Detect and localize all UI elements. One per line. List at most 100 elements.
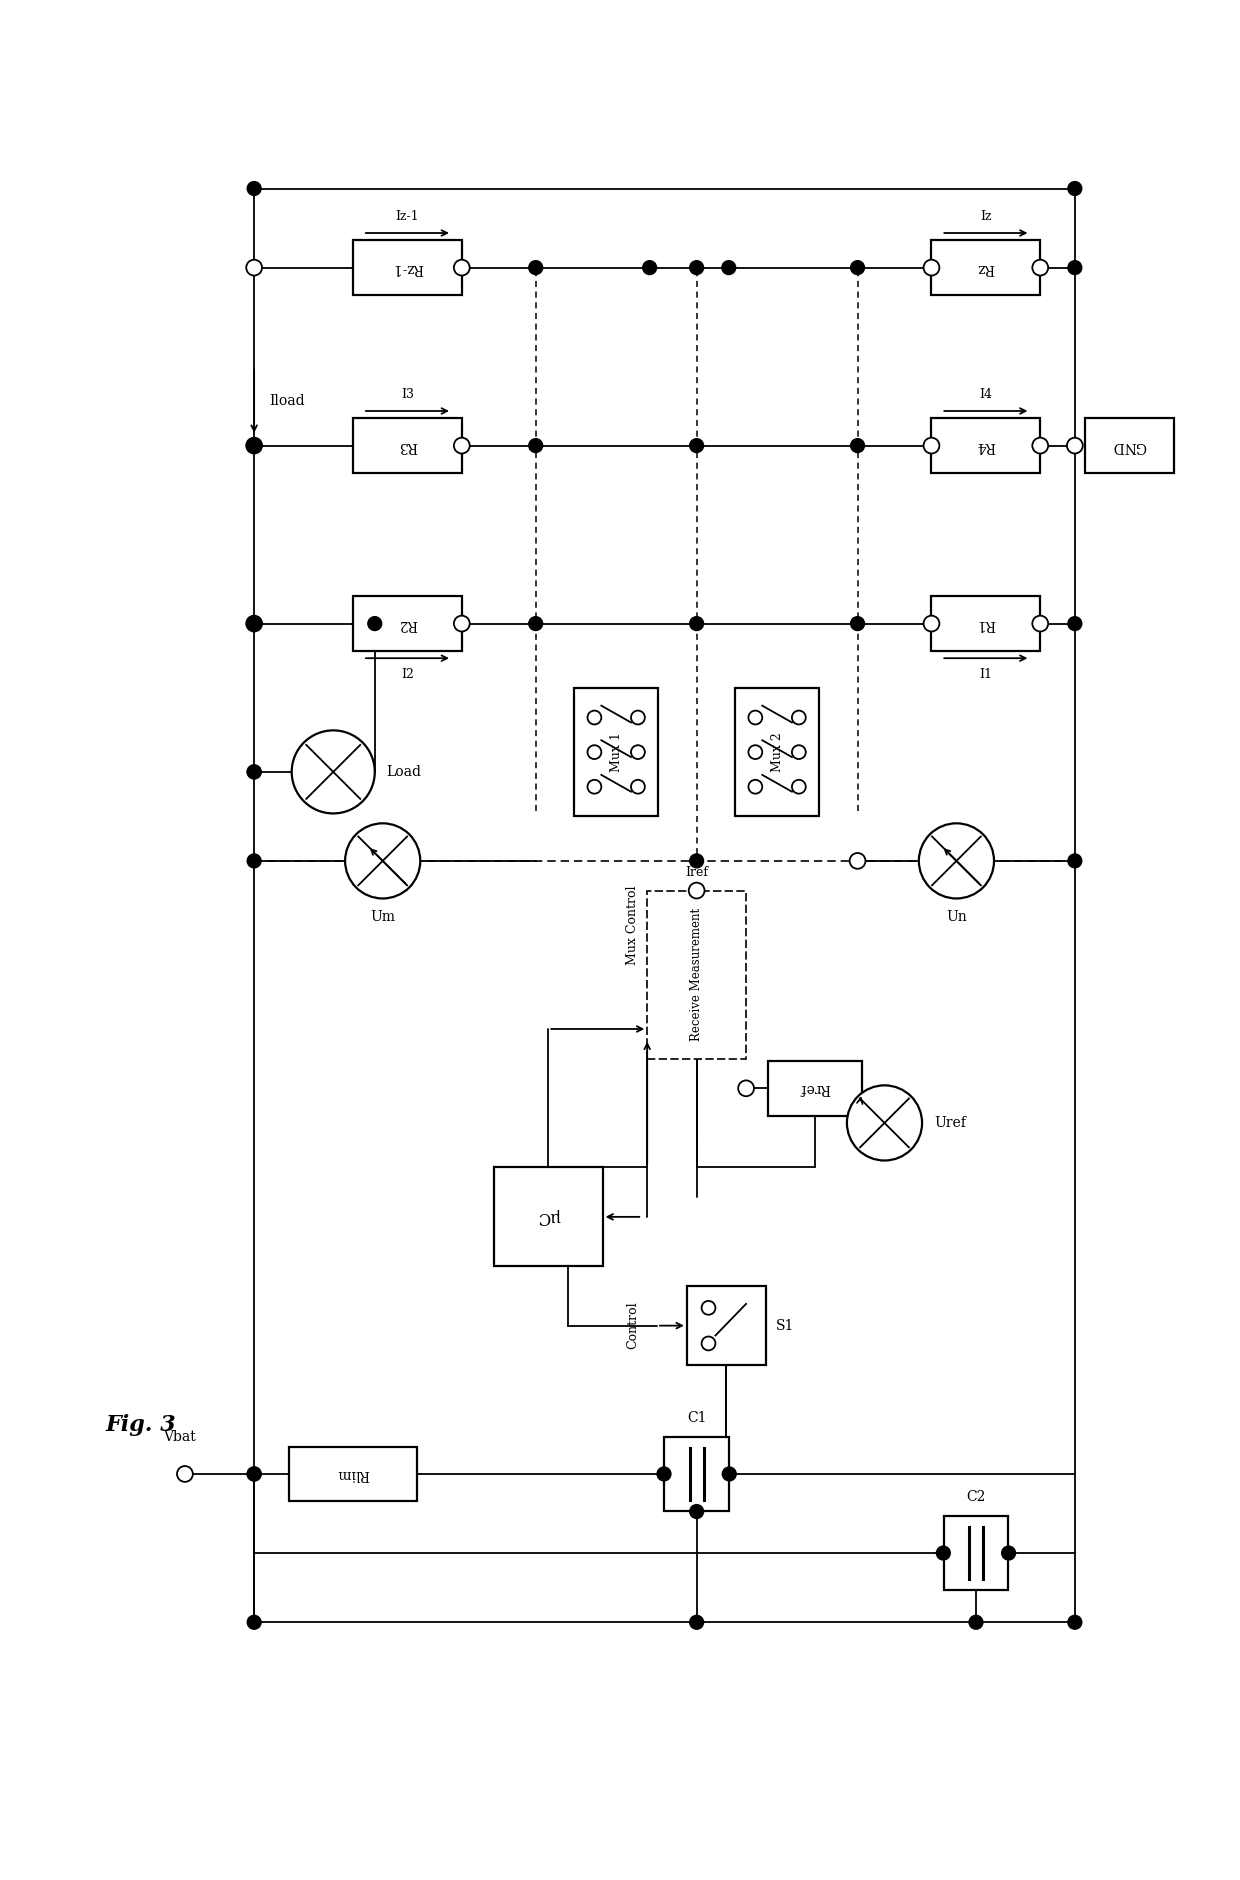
Text: Un: Un [946, 910, 967, 925]
Text: Rlim: Rlim [337, 1466, 370, 1481]
Circle shape [247, 438, 262, 453]
Circle shape [702, 1337, 715, 1350]
Circle shape [851, 617, 864, 630]
Circle shape [936, 1545, 950, 1560]
Circle shape [247, 438, 262, 453]
FancyBboxPatch shape [353, 596, 461, 650]
Circle shape [1033, 438, 1048, 453]
FancyBboxPatch shape [1085, 419, 1174, 472]
Circle shape [291, 729, 374, 814]
Text: Vbat: Vbat [164, 1431, 196, 1444]
Text: R3: R3 [398, 438, 417, 453]
Circle shape [792, 711, 806, 724]
Text: R2: R2 [398, 617, 417, 630]
FancyBboxPatch shape [574, 688, 658, 816]
Text: C2: C2 [966, 1491, 986, 1504]
Circle shape [849, 854, 866, 869]
Circle shape [792, 780, 806, 793]
FancyBboxPatch shape [687, 1286, 766, 1365]
Text: Rz: Rz [977, 261, 994, 274]
Text: C1: C1 [687, 1412, 707, 1425]
Circle shape [454, 259, 470, 276]
FancyBboxPatch shape [353, 419, 461, 472]
Circle shape [1033, 615, 1048, 632]
Circle shape [851, 261, 864, 274]
FancyBboxPatch shape [931, 241, 1040, 295]
Circle shape [368, 617, 382, 630]
Circle shape [454, 438, 470, 453]
Circle shape [851, 438, 864, 453]
Circle shape [1068, 617, 1081, 630]
FancyBboxPatch shape [769, 1060, 862, 1115]
FancyBboxPatch shape [735, 688, 820, 816]
Circle shape [847, 1085, 923, 1160]
Circle shape [749, 744, 763, 760]
Circle shape [968, 1615, 983, 1630]
Circle shape [247, 765, 262, 778]
Text: I2: I2 [401, 667, 414, 681]
Circle shape [689, 261, 703, 274]
Circle shape [1033, 259, 1048, 276]
Text: R1: R1 [976, 617, 996, 630]
Text: Mux Control: Mux Control [626, 885, 639, 964]
Circle shape [177, 1466, 193, 1481]
Circle shape [1068, 182, 1081, 196]
Circle shape [749, 711, 763, 724]
Text: Receive Measurement: Receive Measurement [691, 908, 703, 1042]
Circle shape [528, 261, 543, 274]
FancyBboxPatch shape [647, 891, 746, 1058]
Circle shape [247, 182, 262, 196]
Circle shape [924, 615, 940, 632]
Circle shape [1066, 438, 1083, 453]
Text: Iz: Iz [980, 211, 992, 224]
FancyBboxPatch shape [931, 596, 1040, 650]
Text: Iref: Iref [686, 865, 708, 878]
Text: Load: Load [387, 765, 422, 778]
FancyBboxPatch shape [494, 1167, 603, 1267]
Circle shape [588, 780, 601, 793]
Circle shape [722, 261, 735, 274]
Circle shape [631, 780, 645, 793]
Text: I3: I3 [401, 387, 414, 400]
Text: Um: Um [371, 910, 396, 925]
Text: μC: μC [537, 1209, 560, 1226]
Circle shape [588, 711, 601, 724]
Circle shape [247, 854, 262, 869]
Circle shape [642, 261, 657, 274]
Circle shape [919, 823, 994, 899]
Circle shape [924, 438, 940, 453]
Circle shape [247, 259, 262, 276]
Circle shape [631, 744, 645, 760]
Circle shape [247, 1615, 262, 1630]
Circle shape [1068, 1615, 1081, 1630]
Text: R4: R4 [976, 438, 996, 453]
Circle shape [247, 765, 262, 778]
Text: Rz-1: Rz-1 [392, 261, 423, 274]
Circle shape [1068, 261, 1081, 274]
Text: Mux 1: Mux 1 [610, 731, 622, 773]
Circle shape [247, 1466, 262, 1481]
Circle shape [689, 1615, 703, 1630]
FancyBboxPatch shape [931, 419, 1040, 472]
Circle shape [657, 1466, 671, 1481]
Circle shape [247, 615, 262, 632]
FancyBboxPatch shape [353, 241, 461, 295]
Circle shape [1068, 854, 1081, 869]
Text: Uref: Uref [934, 1117, 966, 1130]
Text: Iload: Iload [269, 395, 305, 408]
Text: Rref: Rref [800, 1081, 831, 1096]
Circle shape [738, 1081, 754, 1096]
Circle shape [247, 1466, 262, 1481]
Text: I4: I4 [980, 387, 992, 400]
Circle shape [631, 711, 645, 724]
Circle shape [1068, 438, 1081, 453]
Circle shape [1002, 1545, 1016, 1560]
Text: Control: Control [626, 1301, 639, 1350]
Circle shape [689, 617, 703, 630]
Circle shape [689, 1504, 703, 1519]
Circle shape [702, 1301, 715, 1314]
Circle shape [454, 615, 470, 632]
Text: Fig. 3: Fig. 3 [105, 1414, 176, 1436]
Text: I1: I1 [980, 667, 992, 681]
Circle shape [851, 854, 864, 869]
